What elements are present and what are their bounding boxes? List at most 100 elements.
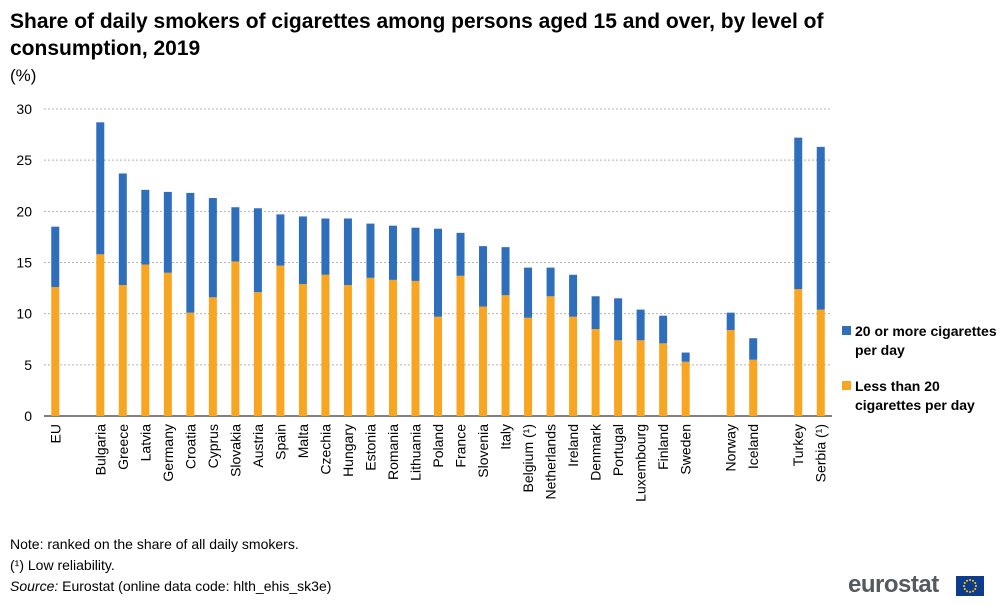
- bar-less-than-20: [321, 274, 330, 416]
- bar-20-or-more: [501, 247, 510, 296]
- bar-20-or-more: [298, 216, 307, 284]
- bar-less-than-20: [276, 265, 285, 416]
- x-tick-label: Serbia (¹): [813, 424, 829, 482]
- x-tick-label: Luxembourg: [633, 424, 649, 502]
- y-tick-label: 20: [16, 203, 32, 219]
- bar-less-than-20: [816, 309, 825, 416]
- x-tick-label: Poland: [430, 424, 446, 468]
- bar-less-than-20: [681, 361, 690, 416]
- x-tick-label: Spain: [272, 424, 288, 460]
- bar-less-than-20: [546, 296, 555, 416]
- legend-label: Less than 20 cigarettes per day: [855, 378, 975, 413]
- bar-less-than-20: [231, 261, 240, 416]
- bar-20-or-more: [51, 226, 60, 288]
- bar-20-or-more: [569, 274, 578, 317]
- bar-less-than-20: [659, 343, 668, 416]
- bar-less-than-20: [51, 287, 60, 416]
- bar-20-or-more: [163, 191, 172, 273]
- bar-20-or-more: [591, 296, 600, 330]
- bar-less-than-20: [411, 280, 420, 416]
- bar-20-or-more: [96, 122, 105, 255]
- source-label: Source:: [10, 578, 59, 594]
- bar-chart: 0 5 10 15 20 25 30 EU Bulgaria Greece Latvia German…: [16, 101, 832, 502]
- bar-20-or-more: [321, 218, 330, 275]
- bar-20-or-more: [524, 267, 533, 318]
- eurostat-wordmark: eurostat: [848, 571, 939, 598]
- x-tick-label: Slovakia: [227, 424, 243, 477]
- bar-less-than-20: [569, 316, 578, 416]
- bar-less-than-20: [388, 279, 397, 416]
- x-tick-label: Romania: [385, 424, 401, 480]
- bar-20-or-more: [794, 137, 803, 290]
- bar-20-or-more: [276, 214, 285, 266]
- bar-20-or-more: [388, 225, 397, 280]
- bar-20-or-more: [456, 232, 465, 276]
- source-line: Source: Eurostat (online data code: hlth…: [10, 576, 331, 597]
- bar-less-than-20: [343, 285, 352, 416]
- x-tick-label: Belgium (¹): [520, 424, 536, 492]
- bar-less-than-20: [524, 317, 533, 416]
- bar-20-or-more: [411, 227, 420, 281]
- bar-less-than-20: [456, 275, 465, 416]
- bar-less-than-20: [434, 316, 442, 416]
- y-tick-label: 10: [16, 306, 32, 322]
- legend-label: 20 or more cigarettes per day: [855, 323, 997, 358]
- x-tick-label: Denmark: [588, 423, 604, 481]
- x-tick-label: Italy: [498, 424, 514, 450]
- x-tick-label: Slovenia: [475, 424, 491, 478]
- bar-less-than-20: [366, 277, 375, 416]
- x-tick-label: France: [453, 424, 469, 468]
- bar-less-than-20: [794, 289, 803, 416]
- low-reliability-note: (¹) Low reliability.: [10, 557, 115, 573]
- x-tick-label: Austria: [250, 424, 266, 468]
- note-text: Note: ranked on the share of all daily s…: [10, 536, 299, 552]
- source-text: Eurostat (online data code: hlth_ehis_sk…: [58, 578, 332, 594]
- x-tick-label: Germany: [160, 424, 176, 482]
- bar-less-than-20: [636, 340, 645, 416]
- x-tick-label: Norway: [723, 424, 739, 471]
- bar-less-than-20: [253, 292, 262, 416]
- bar-less-than-20: [163, 272, 172, 416]
- bar-20-or-more: [141, 189, 150, 265]
- x-tick-label: Croatia: [182, 424, 198, 469]
- bar-20-or-more: [208, 198, 217, 298]
- notes: Note: ranked on the share of all daily s…: [10, 534, 331, 597]
- eu-flag-icon: [956, 576, 984, 596]
- chart-title: Share of daily smokers of cigarettes amo…: [10, 10, 824, 60]
- y-tick-label: 30: [16, 101, 32, 117]
- bar-less-than-20: [118, 285, 127, 416]
- x-tick-label: Lithuania: [407, 424, 423, 481]
- y-tick-label: 15: [16, 255, 32, 271]
- x-tick-label: Finland: [655, 424, 671, 470]
- y-tick-label: 5: [24, 357, 32, 373]
- bar-20-or-more: [614, 298, 623, 341]
- x-tick-label: Czechia: [317, 424, 333, 475]
- bar-less-than-20: [749, 359, 758, 416]
- x-tick-label: Turkey: [790, 424, 806, 466]
- x-tick-label: Cyprus: [205, 424, 221, 468]
- bar-20-or-more: [681, 352, 690, 362]
- bar-20-or-more: [118, 173, 127, 286]
- bar-20-or-more: [546, 267, 555, 297]
- bar-less-than-20: [96, 254, 105, 416]
- bar-20-or-more: [253, 208, 262, 293]
- bar-20-or-more: [479, 246, 488, 307]
- legend-swatch-blue: [842, 326, 851, 335]
- x-tick-label: Latvia: [137, 424, 153, 462]
- bar-20-or-more: [343, 218, 352, 286]
- x-tick-label: Malta: [295, 424, 311, 458]
- x-tick-label: Netherlands: [543, 424, 559, 500]
- x-tick-label: Sweden: [678, 424, 694, 475]
- bar-less-than-20: [591, 329, 600, 416]
- x-tick-label: Bulgaria: [92, 424, 108, 476]
- bar-less-than-20: [614, 340, 623, 416]
- x-tick-label: EU: [47, 424, 63, 443]
- x-tick-label: Greece: [115, 424, 131, 470]
- x-tick-label: Iceland: [745, 424, 761, 469]
- y-tick-label: 25: [16, 152, 32, 168]
- bar-20-or-more: [434, 228, 442, 317]
- legend-swatch-orange: [842, 381, 851, 390]
- bar-less-than-20: [501, 295, 510, 416]
- x-tick-label: Portugal: [610, 424, 626, 476]
- bar-less-than-20: [186, 312, 195, 416]
